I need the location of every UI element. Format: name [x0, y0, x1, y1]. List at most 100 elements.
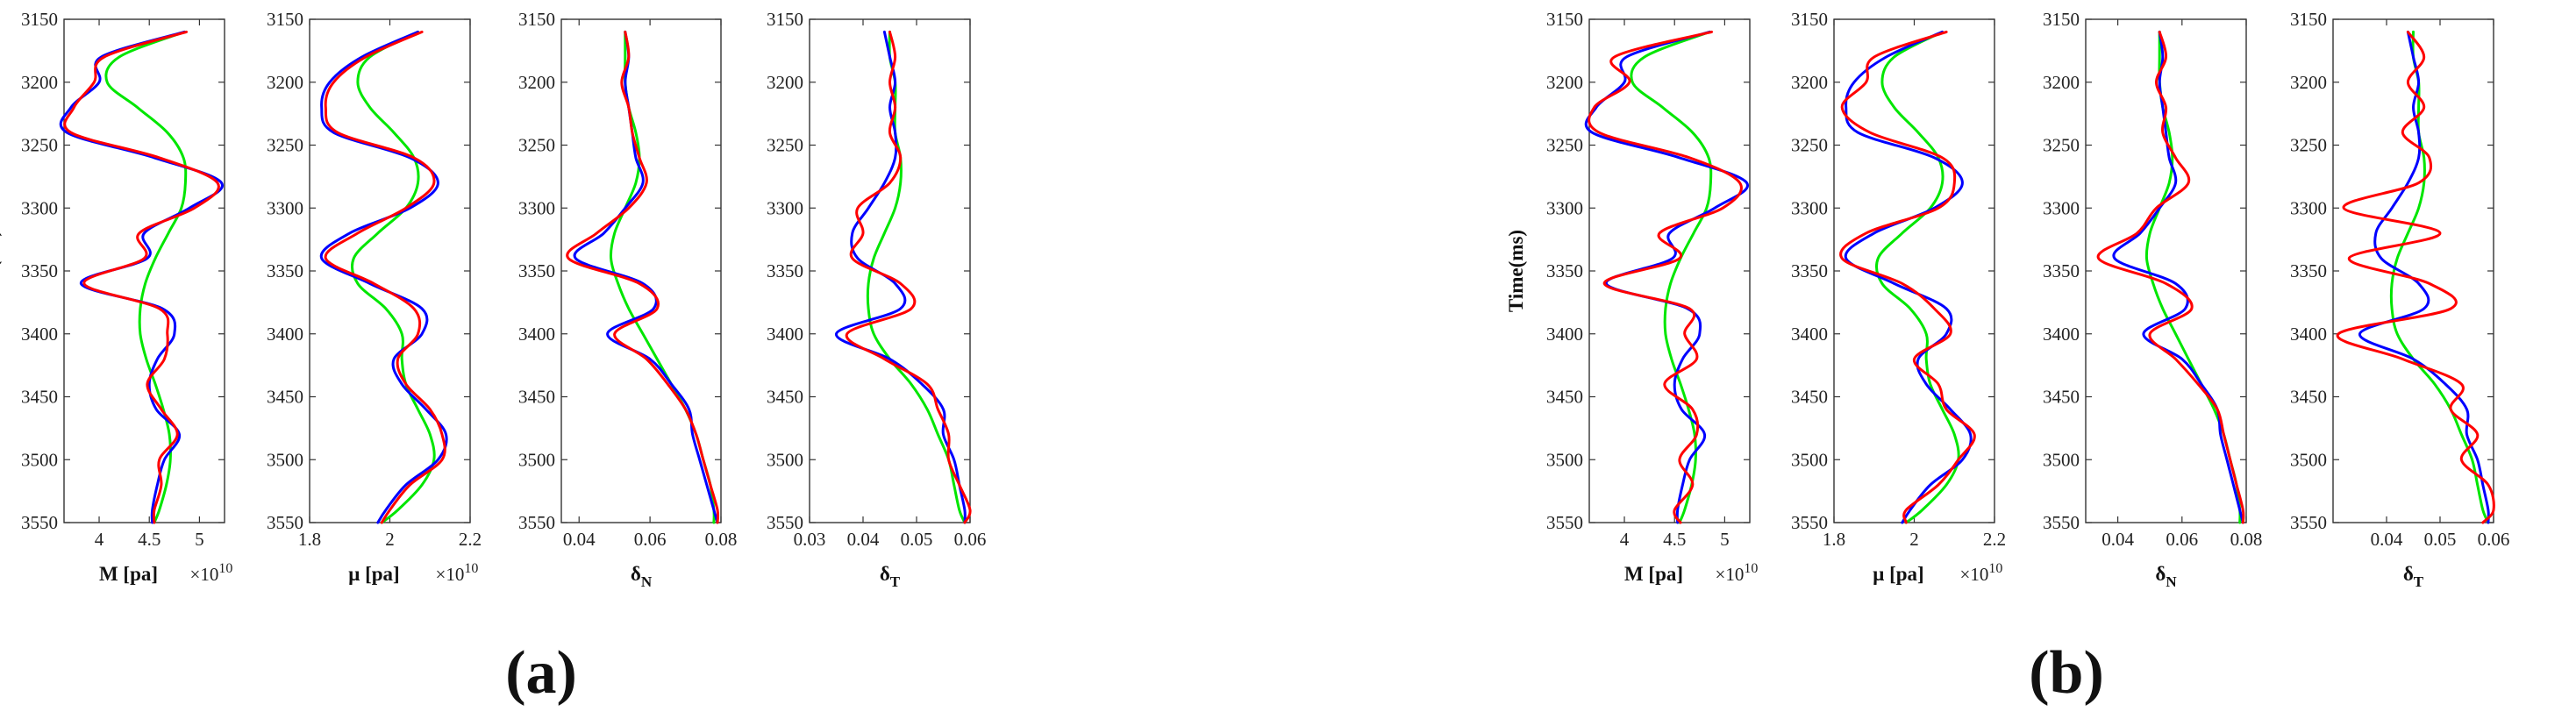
y-tick-label: 3350 [767, 260, 803, 281]
series-line-blue [1844, 30, 1973, 524]
y-tick-label: 3150 [267, 9, 303, 30]
x-tick-label: 2 [385, 529, 395, 550]
y-tick-label: 3250 [267, 135, 303, 156]
y-tick-label: 3450 [21, 387, 58, 408]
y-tick-label: 3400 [1791, 324, 1828, 345]
x-tick-label: 0.03 [794, 529, 826, 550]
y-tick-label: 3150 [1791, 9, 1828, 30]
y-tick-label: 3250 [21, 135, 58, 156]
x-tick-label: 0.05 [901, 529, 933, 550]
x-axis-label: μ [pa] [348, 563, 399, 585]
y-tick-label: 3350 [1791, 260, 1828, 281]
axes-frame [2085, 18, 2247, 523]
y-tick-label: 3300 [2043, 197, 2080, 218]
y-tick-label: 3400 [2290, 324, 2327, 345]
x-tick-label: 0.05 [2424, 529, 2457, 550]
y-tick-label: 3200 [2043, 72, 2080, 93]
series-line-red [1588, 30, 1743, 524]
y-tick-label: 3400 [2043, 324, 2080, 345]
y-tick-label: 3500 [518, 449, 555, 470]
series-line-red [1839, 30, 1976, 524]
y-tick-label: 3150 [1546, 9, 1583, 30]
panel-2-track-1: 3150 3200 3250 3300 3350 3400 3450 3500 3550 4 4.5… [1546, 9, 1758, 585]
series-line-blue [2112, 30, 2244, 524]
x-tick-label: 0.06 [634, 529, 667, 550]
y-tick-label: 3300 [767, 197, 803, 218]
x-tick-label: 2.2 [1983, 529, 2006, 550]
y-tick-label: 3250 [2290, 135, 2327, 156]
x-axis-exponent: ×1010 [190, 561, 233, 585]
y-tick-label: 3400 [21, 324, 58, 345]
y-tick-label: 3450 [1791, 387, 1828, 408]
y-tick-label: 3500 [21, 449, 58, 470]
y-tick-label: 3400 [267, 324, 303, 345]
x-tick-label: 1.8 [1823, 529, 1845, 550]
y-tick-label: 3250 [767, 135, 803, 156]
series-line-blue [835, 30, 967, 524]
y-tick-label: 3350 [518, 260, 555, 281]
y-tick-label: 3300 [1791, 197, 1828, 218]
x-tick-label: 0.06 [2478, 529, 2510, 550]
y-tick-label: 3350 [1546, 260, 1583, 281]
y-tick-label: 3350 [2290, 260, 2327, 281]
y-tick-label: 3550 [2043, 512, 2080, 533]
y-tick-label: 3150 [767, 9, 803, 30]
x-axis-exponent: ×1010 [436, 561, 479, 585]
x-axis-label: δN [2155, 563, 2177, 590]
y-tick-label: 3350 [2043, 260, 2080, 281]
y-tick-label: 3200 [767, 72, 803, 93]
y-tick-label: 3150 [2290, 9, 2327, 30]
y-tick-label: 3500 [2043, 449, 2080, 470]
x-tick-label: 5 [1720, 529, 1730, 550]
x-axis-label: δN [631, 563, 653, 590]
series-line-red [2096, 30, 2245, 524]
x-tick-label: 4.5 [138, 529, 161, 550]
y-tick-label: 3500 [2290, 449, 2327, 470]
y-tick-label: 3550 [518, 512, 555, 533]
y-tick-label: 3300 [518, 197, 555, 218]
y-tick-label: 3450 [267, 387, 303, 408]
series-line-blue [319, 30, 448, 524]
series-line-green [350, 30, 436, 524]
y-tick-label: 3200 [1546, 72, 1583, 93]
y-axis-label: Time(ms) [0, 230, 2, 312]
y-tick-label: 3450 [2290, 387, 2327, 408]
y-tick-label: 3550 [1546, 512, 1583, 533]
x-axis-label: μ [pa] [1873, 563, 1923, 585]
y-tick-label: 3500 [1546, 449, 1583, 470]
y-tick-label: 3200 [21, 72, 58, 93]
y-tick-label: 3550 [767, 512, 803, 533]
x-axis-exponent: ×1010 [1960, 561, 2003, 585]
x-tick-label: 0.04 [563, 529, 596, 550]
x-tick-label: 4 [1620, 529, 1630, 550]
x-tick-label: 2 [1909, 529, 1919, 550]
series-line-green [1874, 30, 1960, 524]
x-axis-label: M [pa] [1624, 563, 1683, 585]
x-axis-label: δT [2403, 563, 2424, 590]
panel-2-track-4: 3150 3200 3250 3300 3350 3400 3450 3500 3550 0.04… [2290, 9, 2509, 590]
panel-label-2: (b) [2029, 639, 2104, 707]
y-tick-label: 3350 [21, 260, 58, 281]
y-tick-label: 3550 [2290, 512, 2327, 533]
x-tick-label: 0.08 [2230, 529, 2263, 550]
series-line-blue [573, 30, 719, 524]
axes-frame [63, 18, 225, 523]
x-axis-label: M [pa] [99, 563, 158, 585]
x-tick-label: 5 [195, 529, 204, 550]
y-tick-label: 3300 [21, 197, 58, 218]
y-tick-label: 3500 [767, 449, 803, 470]
y-axis-label: Time(ms) [1505, 230, 1527, 312]
y-tick-label: 3300 [1546, 197, 1583, 218]
y-tick-label: 3150 [518, 9, 555, 30]
y-tick-label: 3150 [21, 9, 58, 30]
y-tick-label: 3250 [1546, 135, 1583, 156]
y-tick-label: 3200 [2290, 72, 2327, 93]
x-tick-label: 0.06 [2166, 529, 2198, 550]
series-line-red [63, 30, 220, 524]
x-tick-label: 4 [95, 529, 104, 550]
x-tick-label: 1.8 [298, 529, 321, 550]
y-tick-label: 3200 [267, 72, 303, 93]
